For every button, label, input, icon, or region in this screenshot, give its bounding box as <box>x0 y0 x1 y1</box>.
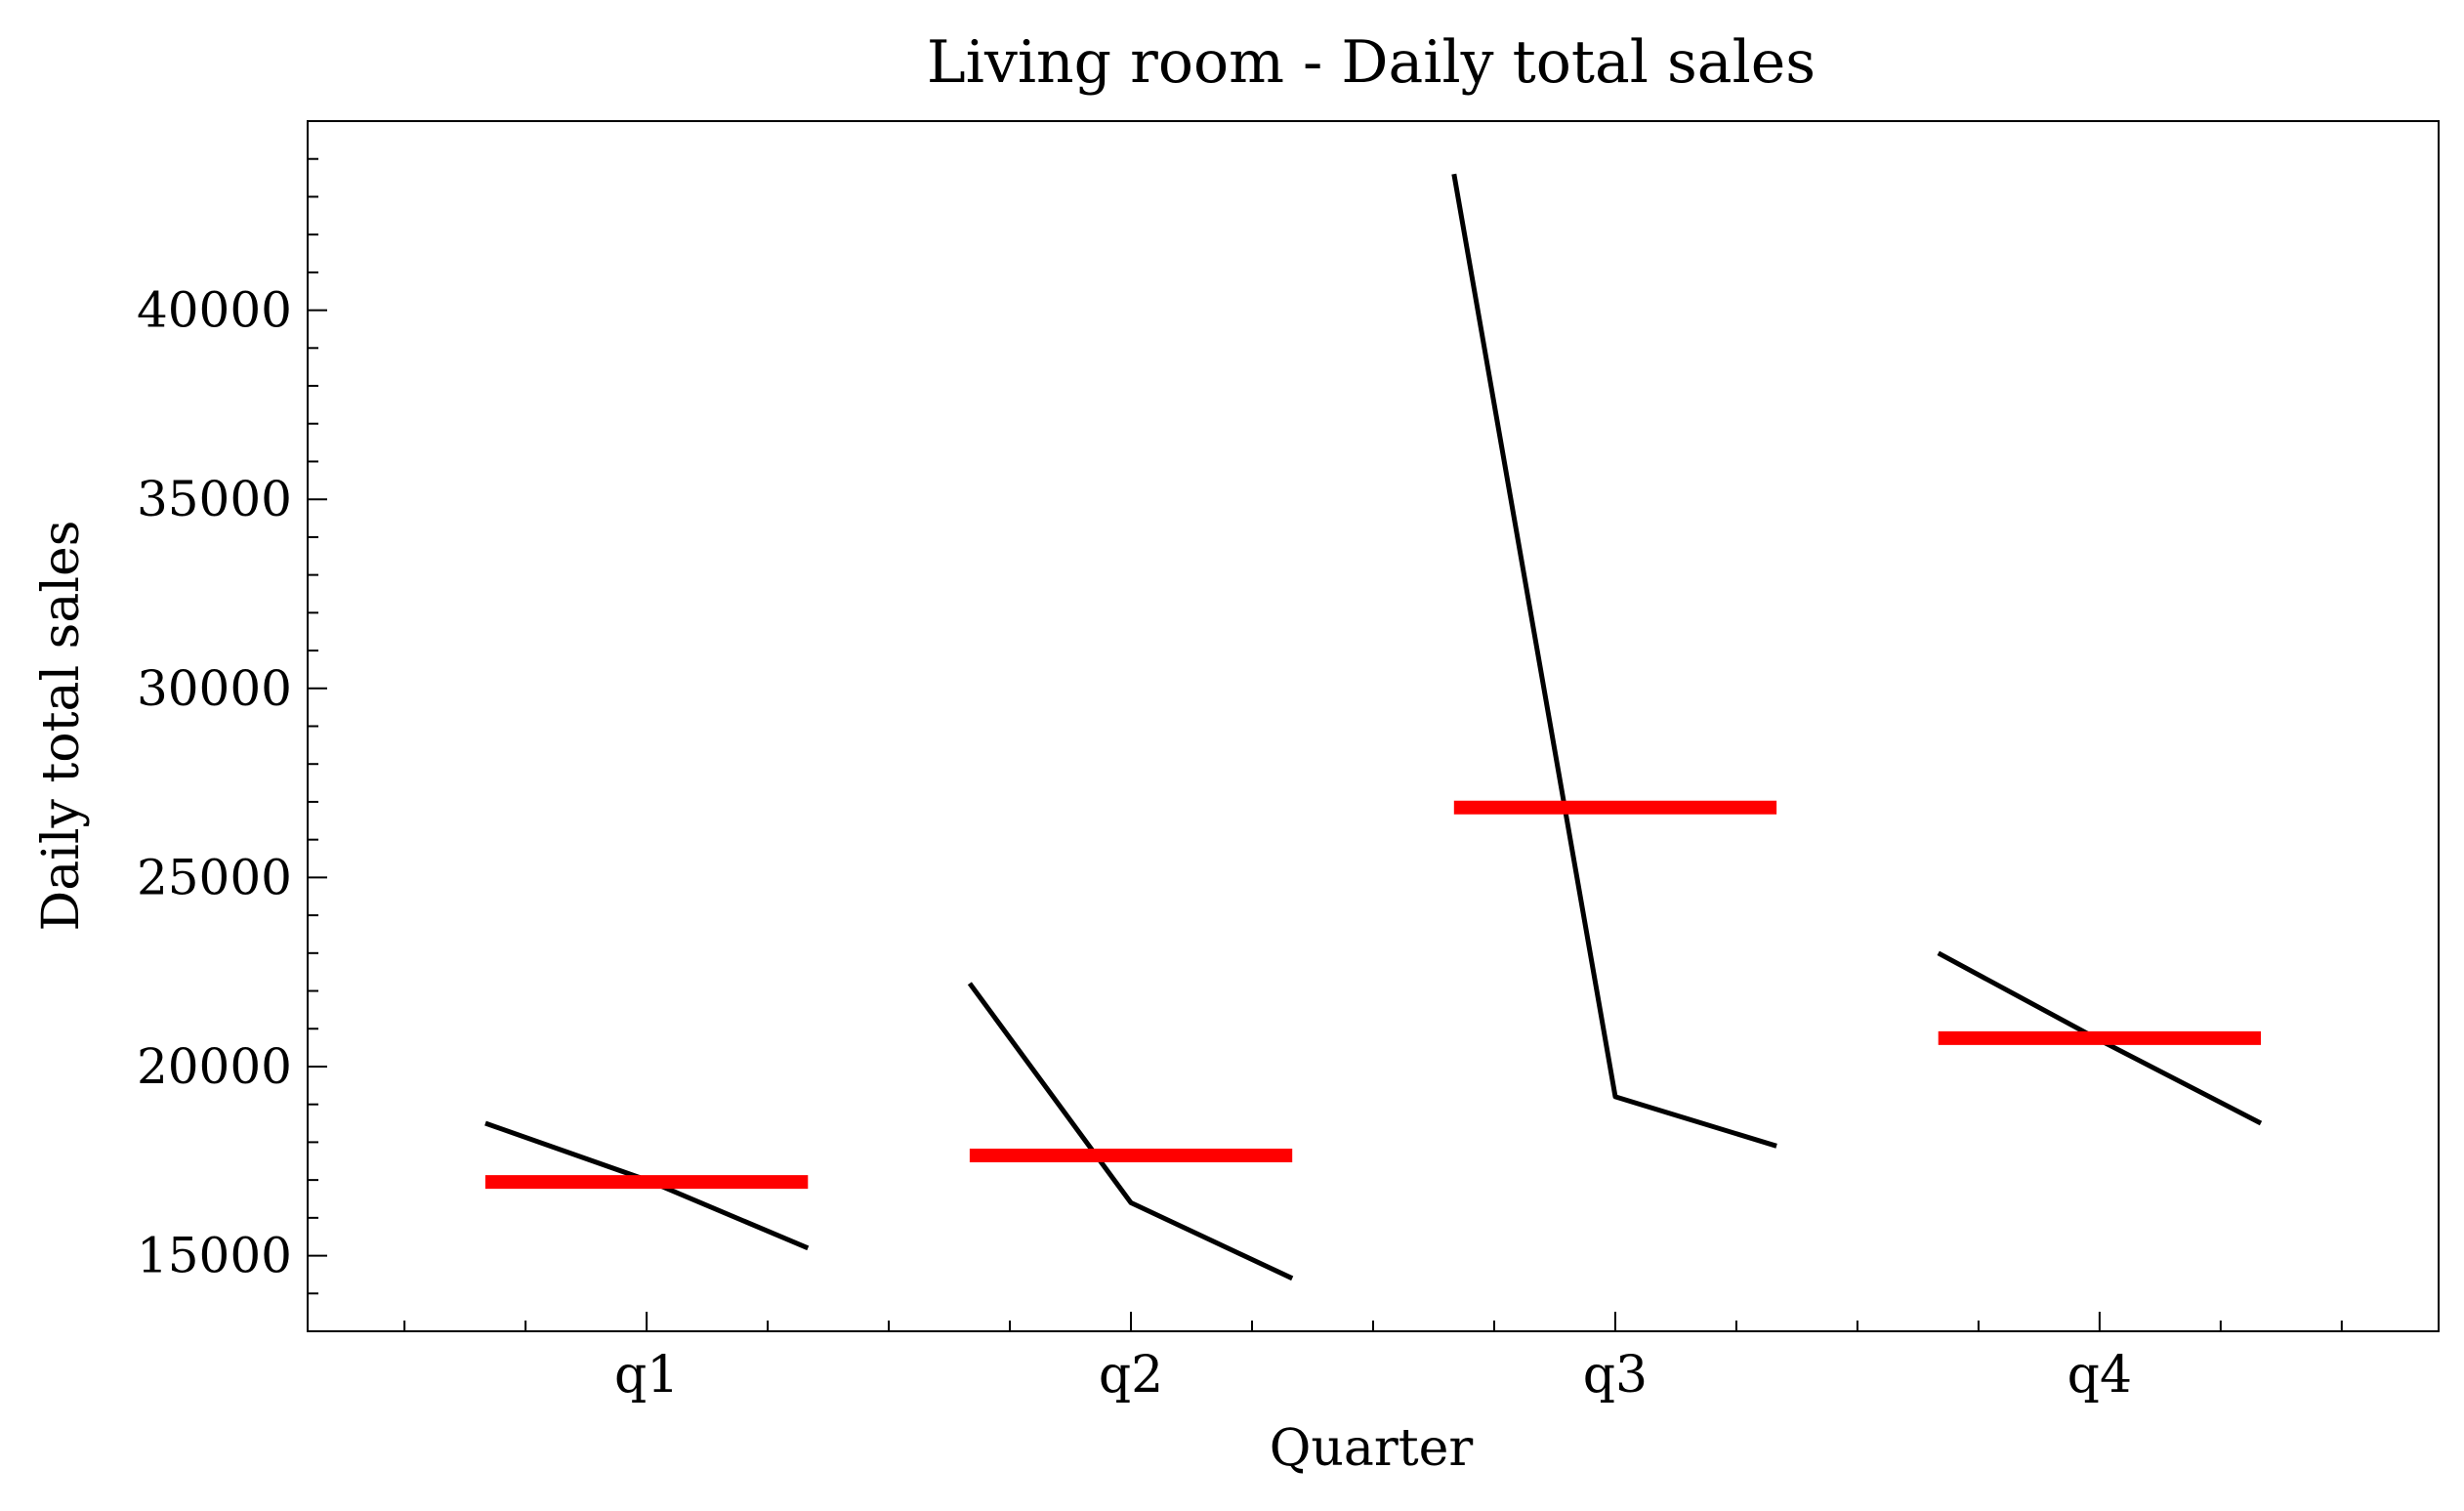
series-line-q3 <box>1451 173 1777 1149</box>
y-tick-label: 40000 <box>137 282 292 339</box>
y-tick-label: 20000 <box>137 1038 292 1095</box>
x-axis-label: Quarter <box>1270 1419 1474 1478</box>
y-tick-label: 15000 <box>137 1228 292 1284</box>
y-tick-label: 35000 <box>137 471 292 527</box>
y-axis-label: Daily total sales <box>32 521 91 932</box>
plot-area: 15000 20000 25000 30000 35000 40000 q1 q2 q3 q4 <box>137 120 2440 1405</box>
chart-title: Living room - Daily total sales <box>927 28 1816 97</box>
plot-frame <box>307 120 2440 1332</box>
x-tick-label: q2 <box>1099 1346 1163 1405</box>
x-tick-label: q4 <box>2067 1346 2132 1405</box>
y-tick-label: 25000 <box>137 849 292 905</box>
series-line-q2 <box>967 982 1294 1281</box>
y-tick-label: 30000 <box>137 660 292 717</box>
x-tick-label: q3 <box>1583 1346 1648 1405</box>
x-tick-label: q1 <box>614 1346 679 1405</box>
